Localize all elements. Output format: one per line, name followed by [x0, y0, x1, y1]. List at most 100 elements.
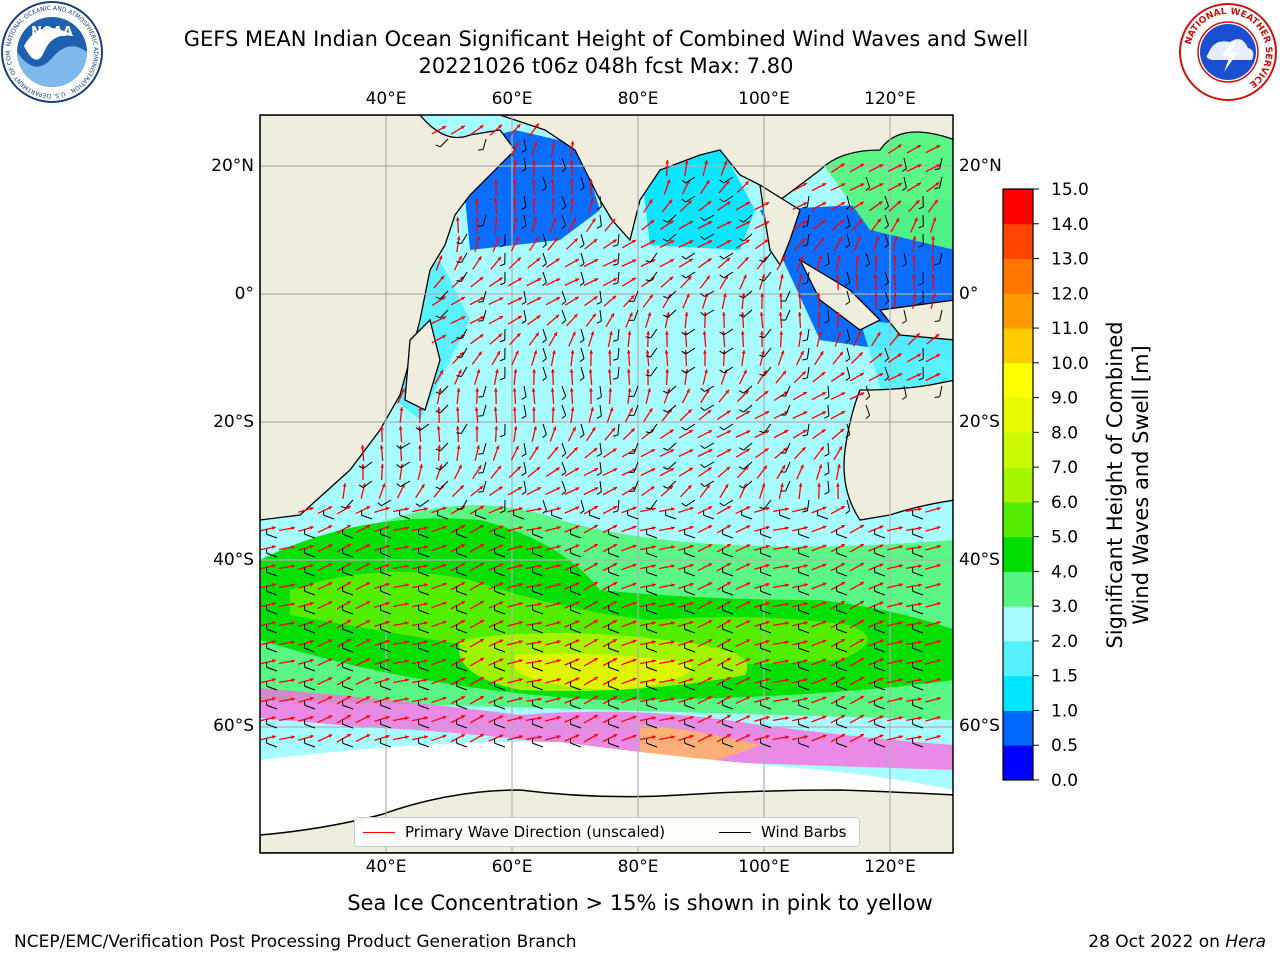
wind-barb	[482, 480, 487, 492]
wave-arrowhead	[936, 506, 941, 511]
wave-arrowhead	[648, 199, 653, 204]
wave-arrowhead	[821, 371, 826, 376]
wave-arrowhead	[708, 601, 713, 605]
wave-arrowhead	[405, 716, 409, 721]
wave-arrowhead	[761, 274, 766, 279]
wind-barb	[785, 385, 791, 397]
wind-barb-feather	[901, 320, 907, 324]
wave-arrowhead	[935, 333, 940, 338]
wind-barb-feather	[802, 434, 808, 437]
wind-barb-feather	[738, 219, 744, 223]
wave-arrowhead	[479, 125, 484, 129]
wind-barb	[798, 628, 810, 634]
wind-barb	[884, 195, 890, 207]
wind-barb-feather	[521, 491, 527, 495]
colorbar-segment	[1003, 745, 1033, 781]
wave-arrowhead	[346, 525, 351, 529]
wind-barb	[599, 480, 602, 492]
wave-arrowhead	[898, 183, 903, 187]
wind-barb	[532, 590, 544, 596]
wind-barb	[608, 685, 620, 691]
wind-barb-feather	[663, 409, 669, 413]
wave-arrowhead	[835, 483, 840, 487]
wave-arrowhead	[460, 125, 465, 130]
wave-arrowhead	[405, 526, 409, 531]
colorbar-segment	[1003, 606, 1033, 642]
wave-arrowhead	[291, 526, 295, 531]
wave-arrowhead	[593, 620, 598, 624]
wind-barb	[437, 514, 449, 520]
wave-arrowhead	[652, 526, 656, 530]
wave-arrowhead	[726, 525, 731, 529]
wind-barbs	[266, 138, 943, 748]
wave-arrowhead	[841, 506, 846, 510]
colorbar-tick-label: 0.0	[1051, 771, 1078, 791]
wave-arrowhead	[589, 388, 593, 392]
bottom-lon-label-100e: 100°E	[738, 857, 790, 877]
wave-arrowhead	[652, 697, 656, 701]
right-lat-label-20n: 20°N	[959, 156, 1002, 176]
wind-barb	[532, 685, 544, 691]
wind-barb	[456, 590, 468, 596]
wind-barb	[798, 647, 810, 653]
wind-barb-feather	[759, 430, 765, 434]
wave-arrowhead	[917, 164, 922, 168]
wave-arrowhead	[822, 411, 827, 415]
wind-barb-feather	[759, 335, 765, 339]
wave-arrowhead	[784, 430, 789, 434]
bottom-lon-label-80e: 80°E	[617, 857, 659, 877]
wind-barb-feather	[845, 510, 851, 514]
right-lat-label-40s: 40°S	[959, 550, 1000, 570]
wave-arrowhead	[822, 544, 827, 549]
wave-arrowhead	[385, 544, 390, 549]
wave-arrowhead	[670, 259, 675, 263]
wave-arrowhead	[803, 621, 808, 625]
wave-arrowhead	[518, 526, 523, 530]
colorbar-segment	[1003, 467, 1033, 503]
wind-barb-feather	[396, 445, 401, 449]
wind-barb-feather	[499, 244, 505, 248]
wave-arrowhead	[366, 582, 371, 586]
wind-barb-feather	[579, 434, 585, 438]
wave-arrowhead	[556, 602, 561, 606]
wave-arrowhead	[556, 297, 561, 301]
wind-barb	[723, 366, 734, 374]
wave-arrowhead	[841, 734, 846, 738]
wave-arrowhead	[291, 602, 295, 607]
wave-arrowhead	[536, 315, 541, 319]
colorbar-segment	[1003, 501, 1033, 538]
wind-barb	[704, 480, 715, 487]
wave-arrowhead	[607, 350, 612, 354]
wave-arrowhead	[385, 601, 390, 606]
wind-barb	[798, 571, 810, 577]
wave-arrowhead	[626, 350, 631, 354]
wave-arrowhead	[822, 715, 827, 720]
left-lat-label-0: 0°	[234, 284, 254, 304]
wind-barb	[345, 499, 354, 509]
wind-barb	[865, 404, 871, 416]
wave-arrowhead	[911, 274, 916, 278]
wind-barb-feather	[824, 415, 830, 419]
wave-arrowhead	[835, 274, 840, 278]
wave-arrowhead	[652, 659, 656, 663]
colorbar-segment	[1003, 223, 1033, 260]
wave-arrowhead	[405, 735, 409, 740]
wave-arrowhead	[271, 564, 276, 568]
wind-barb	[304, 666, 316, 672]
wind-barb-feather	[901, 396, 907, 400]
wind-barb	[798, 685, 810, 691]
wind-barb	[763, 252, 772, 262]
wave-arrowhead	[613, 259, 618, 263]
wave-arrowhead	[309, 544, 314, 549]
wave-arrowhead	[765, 715, 770, 720]
wave-arrowhead	[669, 220, 674, 225]
wave-arrowhead	[684, 160, 689, 164]
wind-barb-feather	[561, 300, 567, 306]
wind-barb	[722, 590, 734, 596]
sea-ice-fringe	[260, 688, 953, 770]
wind-barb-feather	[435, 144, 441, 148]
wind-barb-feather	[596, 396, 602, 400]
wind-barb	[617, 233, 620, 245]
wave-arrowhead	[575, 506, 580, 510]
wind-barb	[570, 571, 582, 577]
